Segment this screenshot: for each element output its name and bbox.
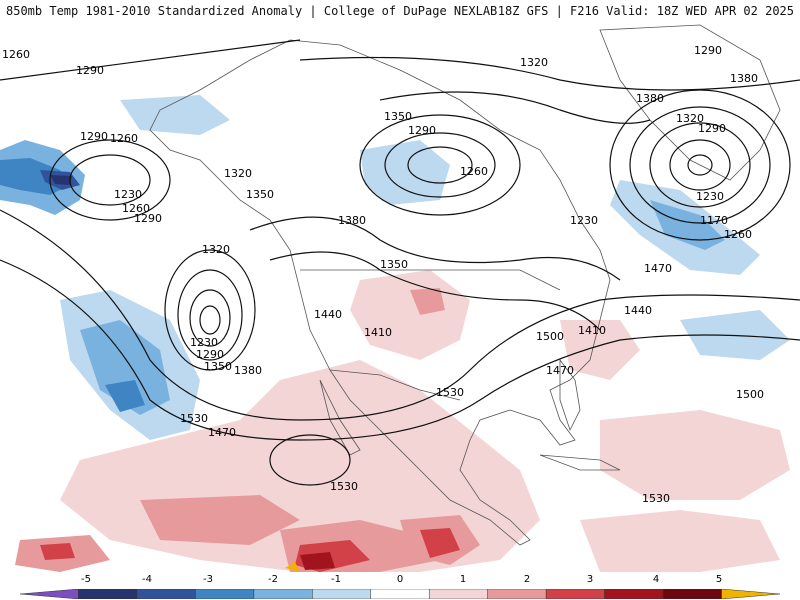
contour-label: 1410 (578, 324, 606, 337)
contour-label: 1380 (730, 72, 758, 85)
colorbar-swatch (721, 589, 781, 599)
map-canvas: 1260 1290 1290 1260 1230 1260 1290 1320 … (0, 22, 800, 572)
contour-label: 1320 (676, 112, 704, 125)
contour-label: 1230 (114, 188, 142, 201)
colorbar-swatch (604, 589, 664, 599)
greenland (599, 24, 781, 181)
contour-label: 1380 (636, 92, 664, 105)
cuba (539, 454, 621, 471)
contour-label: 1350 (380, 258, 408, 271)
colorbar-tick: -2 (268, 574, 278, 585)
contour-label: 1230 (696, 190, 724, 203)
colorbar-tick: -1 (331, 574, 341, 585)
map-panel: 1260 1290 1290 1260 1230 1260 1290 1320 … (0, 22, 800, 572)
colorbar-swatch (195, 589, 255, 599)
us-canada-border (300, 269, 561, 291)
contour-label: 1530 (330, 480, 358, 493)
colorbar-swatch (662, 589, 722, 599)
colorbar-tick: 4 (652, 574, 660, 585)
contour-label: 1350 (384, 110, 412, 123)
colorbar-swatch (78, 589, 138, 599)
colorbar-tick-labels: -5 -4 -3 -2 -1 0 1 2 3 4 5 (0, 572, 800, 588)
contour-label: 1440 (314, 308, 342, 321)
colorbar-swatch (545, 589, 605, 599)
contour-label: 1530 (436, 386, 464, 399)
colorbar-tick: 5 (715, 574, 723, 585)
contour-label: 1500 (536, 330, 564, 343)
contour-label: 1380 (338, 214, 366, 227)
contour-label: 1410 (364, 326, 392, 339)
contour-label: 1260 (724, 228, 752, 241)
colorbar-swatch (487, 589, 547, 599)
model-run-info: 18Z GFS | F216 Valid: 18Z WED APR 02 202… (497, 4, 794, 18)
contour-label: 1320 (224, 167, 252, 180)
contour-label: 1290 (196, 348, 224, 361)
colorbar-swatch (312, 589, 372, 599)
header-bar: 850mb Temp 1981-2010 Standardized Anomal… (0, 0, 800, 22)
colorbar-tick: 1 (459, 574, 467, 585)
contour-label: 1230 (570, 214, 598, 227)
baja-california (319, 379, 361, 456)
contour-label: 1500 (736, 388, 764, 401)
contour-label: 1260 (110, 132, 138, 145)
colorbar-tick: 2 (523, 574, 531, 585)
contour-label: 1260 (460, 165, 488, 178)
contour-label: 1530 (180, 412, 208, 425)
height-contours (0, 39, 800, 486)
us-mexico-border (329, 369, 461, 401)
colorbar-tick: -4 (142, 574, 152, 585)
contour-label: 1380 (234, 364, 262, 377)
colorbar-tick: -3 (203, 574, 213, 585)
contour-label: 1470 (644, 262, 672, 275)
colorbar-tick: -5 (81, 574, 91, 585)
north-america-coastline (149, 39, 611, 546)
contour-label: 1470 (546, 364, 574, 377)
colorbar-swatches (19, 589, 781, 599)
colorbar-swatch (428, 589, 488, 599)
contour-label: 1290 (698, 122, 726, 135)
warm-anomaly-shading (15, 270, 790, 572)
contour-label: 1290 (80, 130, 108, 143)
colorbar-swatch (136, 589, 196, 599)
contour-label: 1320 (202, 243, 230, 256)
colorbar-swatch (19, 589, 79, 599)
contour-label: 1230 (190, 336, 218, 349)
colorbar-tick: 3 (586, 574, 594, 585)
contour-label: 1260 (122, 202, 150, 215)
contour-label: 1290 (408, 124, 436, 137)
contour-label: 1170 (700, 214, 728, 227)
contour-labels: 1260 1290 1290 1260 1230 1260 1290 1320 … (2, 44, 764, 505)
contour-label: 1350 (204, 360, 232, 373)
colorbar-swatch (370, 589, 430, 599)
contour-label: 1290 (134, 212, 162, 225)
contour-label: 1350 (246, 188, 274, 201)
contour-label: 1470 (208, 426, 236, 439)
colorbar-swatch (253, 589, 313, 599)
map-title: 850mb Temp 1981-2010 Standardized Anomal… (6, 4, 498, 18)
anomaly-colorbar: -5 -4 -3 -2 -1 0 1 2 3 4 5 (0, 572, 800, 600)
contour-label: 1530 (642, 492, 670, 505)
colorbar-tick: 0 (396, 574, 404, 585)
contour-label: 1440 (624, 304, 652, 317)
contour-label: 1290 (694, 44, 722, 57)
contour-label: 1290 (76, 64, 104, 77)
contour-label: 1320 (520, 56, 548, 69)
contour-label: 1260 (2, 48, 30, 61)
geography-outlines (149, 24, 781, 546)
florida (559, 358, 581, 432)
